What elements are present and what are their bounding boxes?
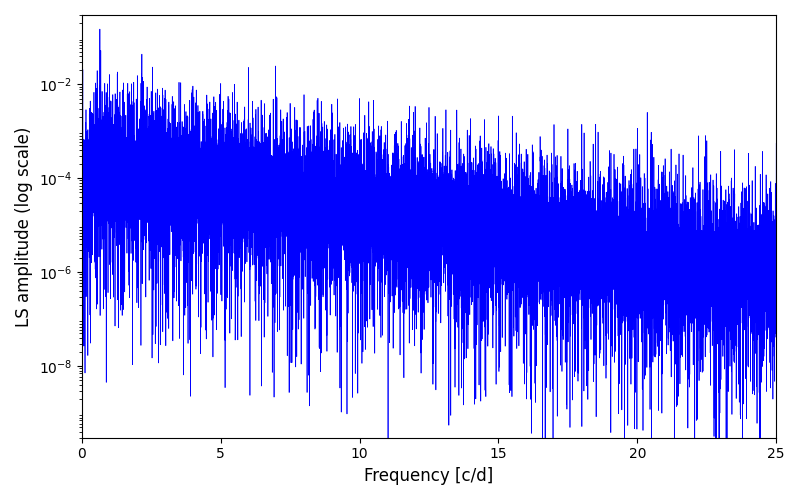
X-axis label: Frequency [c/d]: Frequency [c/d] — [364, 467, 494, 485]
Y-axis label: LS amplitude (log scale): LS amplitude (log scale) — [15, 126, 33, 326]
